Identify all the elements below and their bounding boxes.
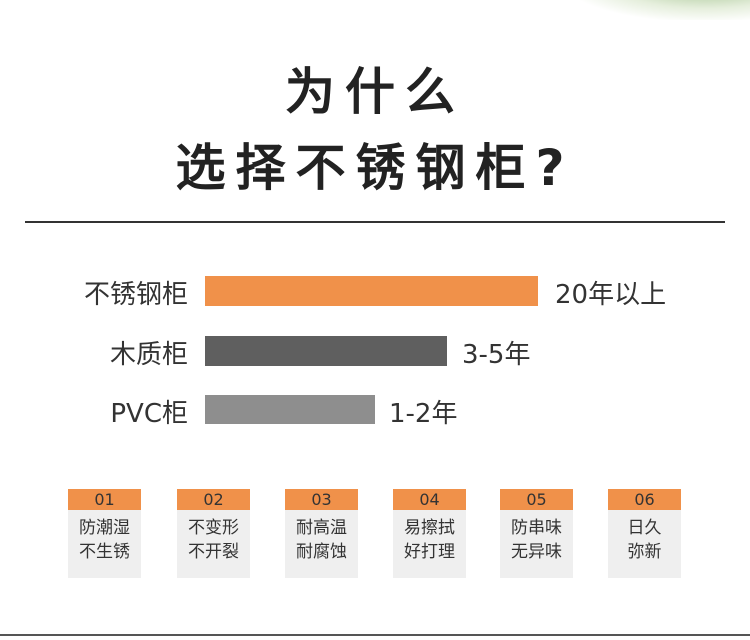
bar-stainless bbox=[205, 276, 538, 306]
feature-line: 无异味 bbox=[511, 542, 562, 562]
value-pvc: 1-2年 bbox=[389, 399, 458, 429]
divider bbox=[25, 221, 725, 223]
feature-number: 06 bbox=[608, 489, 681, 510]
bar-wood bbox=[205, 336, 447, 366]
feature-line: 不开裂 bbox=[188, 542, 239, 562]
bar-pvc bbox=[205, 395, 375, 424]
feature-line: 不生锈 bbox=[79, 542, 130, 562]
feature-number: 01 bbox=[68, 489, 141, 510]
feature-card: 06 日久弥新 bbox=[608, 489, 681, 578]
feature-line: 耐腐蚀 bbox=[296, 542, 347, 562]
label-wood: 木质柜 bbox=[109, 340, 188, 370]
feature-card: 02 不变形不开裂 bbox=[177, 489, 250, 578]
value-stainless: 20年以上 bbox=[555, 280, 667, 310]
title-line-2: 选择不锈钢柜? bbox=[175, 139, 575, 197]
leaf-decoration bbox=[570, 0, 750, 20]
feature-number: 04 bbox=[393, 489, 466, 510]
feature-line: 耐高温 bbox=[296, 518, 347, 538]
bottom-divider bbox=[0, 634, 750, 636]
feature-line: 日久 bbox=[627, 518, 662, 538]
feature-line: 防串味 bbox=[511, 518, 562, 538]
feature-card: 05 防串味无异味 bbox=[500, 489, 573, 578]
feature-number: 02 bbox=[177, 489, 250, 510]
feature-line: 好打理 bbox=[404, 542, 455, 562]
label-stainless: 不锈钢柜 bbox=[83, 280, 188, 310]
feature-card: 03 耐高温耐腐蚀 bbox=[285, 489, 358, 578]
feature-line: 不变形 bbox=[188, 518, 239, 538]
feature-card: 04 易擦拭好打理 bbox=[393, 489, 466, 578]
feature-number: 03 bbox=[285, 489, 358, 510]
label-pvc: PVC柜 bbox=[110, 399, 188, 429]
feature-line: 防潮湿 bbox=[79, 518, 130, 538]
feature-card: 01 防潮湿不生锈 bbox=[68, 489, 141, 578]
feature-line: 弥新 bbox=[627, 542, 662, 562]
feature-line: 易擦拭 bbox=[404, 518, 455, 538]
value-wood: 3-5年 bbox=[462, 340, 531, 370]
feature-number: 05 bbox=[500, 489, 573, 510]
title-line-1: 为什么 bbox=[285, 63, 465, 121]
